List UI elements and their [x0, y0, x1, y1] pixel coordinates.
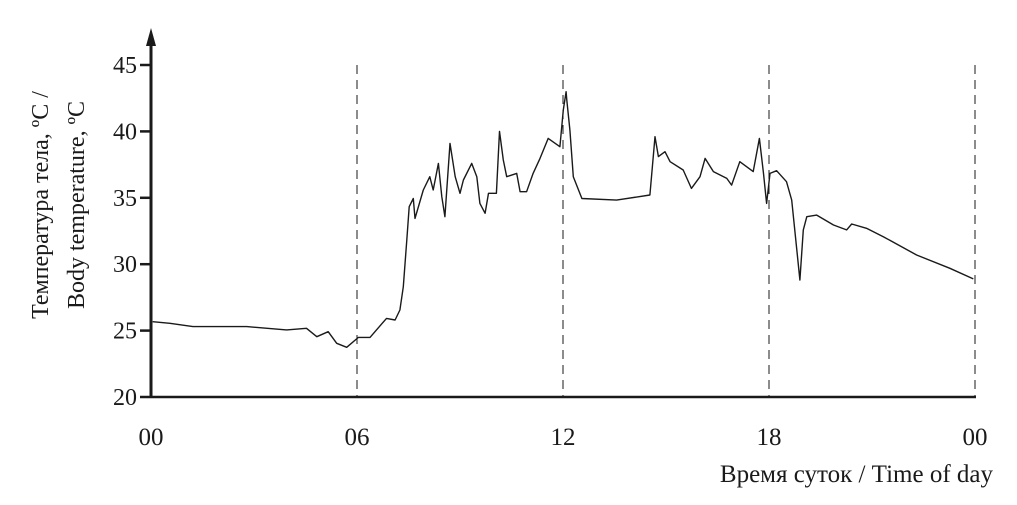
y-tick-label: 40: [113, 119, 137, 145]
y-tick-label: 45: [113, 53, 137, 79]
vertical-dashed-lines: [356, 65, 976, 397]
y-axis-title-line-1: Температура тела, ºC /: [28, 91, 54, 319]
x-axis-title: Время суток / Time of day: [720, 461, 994, 488]
y-tick-label: 20: [113, 385, 137, 411]
y-tick-label: 25: [113, 319, 137, 345]
y-tick-label: 35: [113, 186, 137, 212]
y-axis-arrow: [146, 28, 156, 46]
y-tick-label: 30: [113, 252, 137, 278]
x-ticks: 00 06 12 18 00: [139, 424, 988, 451]
y-ticks: 20 25 30 35 40 45: [113, 53, 151, 411]
x-tick-label: 00: [963, 424, 988, 451]
x-tick-label: 00: [139, 424, 164, 451]
x-tick-label: 18: [757, 424, 782, 451]
x-tick-label: 06: [345, 424, 370, 451]
x-tick-label: 12: [551, 424, 576, 451]
y-axis-title-line-2: Body temperature, ºC: [64, 101, 90, 309]
y-axis-title: Температура тела, ºC / Body temperature,…: [28, 91, 90, 319]
series-line-body-temperature: [152, 91, 974, 348]
